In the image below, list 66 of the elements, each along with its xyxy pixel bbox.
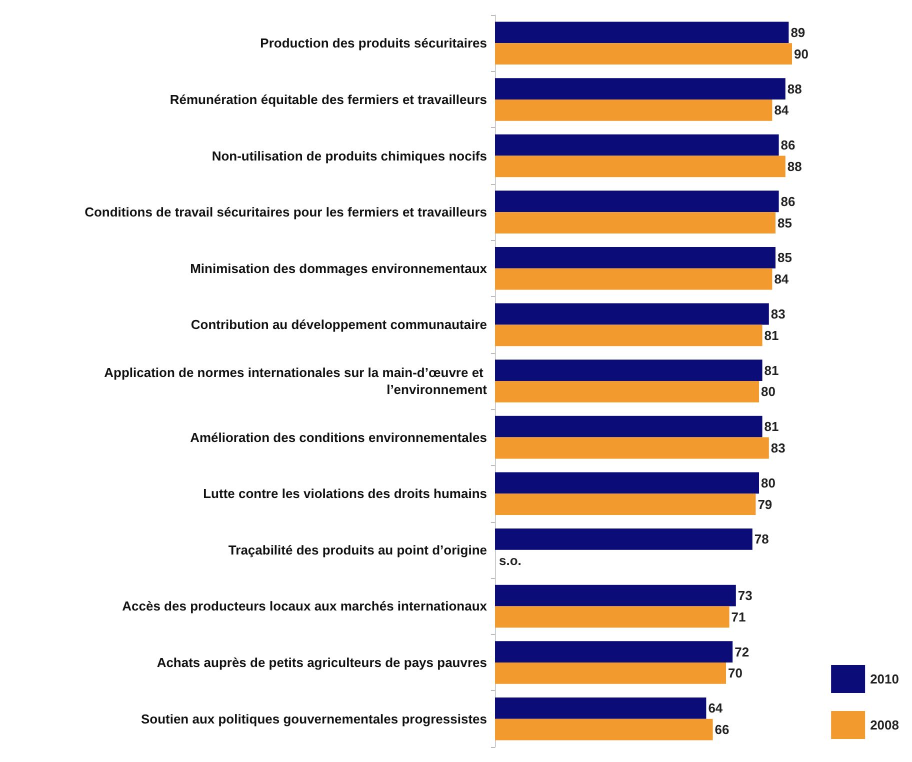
y-tick-label: Minimisation des dommages environnementaux (190, 260, 488, 276)
data-label: 81 (764, 362, 779, 378)
data-label: 90 (794, 46, 808, 62)
bar (495, 134, 779, 156)
bar (495, 303, 769, 325)
data-label: 84 (774, 272, 790, 287)
bar (495, 190, 779, 212)
data-label: 88 (787, 81, 802, 96)
bar (495, 416, 762, 438)
data-label: 78 (754, 532, 769, 547)
data-label: 80 (761, 384, 776, 400)
bar (495, 472, 759, 494)
y-tick-label: Conditions de travail sécuritaires pour les fermiers et travailleurs (84, 204, 487, 220)
data-label: 80 (761, 475, 776, 490)
data-label: 72 (734, 644, 750, 660)
data-label: 66 (714, 722, 730, 738)
y-tick-label: Accès des producteurs locaux aux marchés internationaux (122, 598, 488, 614)
bar (495, 360, 762, 381)
y-tick-label: Lutte contre les violations des droits humains (203, 486, 487, 502)
bar (495, 268, 772, 290)
data-label: 88 (787, 158, 802, 174)
legend-label: 2008 (870, 718, 899, 732)
data-label: 73 (738, 588, 752, 604)
data-label: 79 (758, 496, 772, 512)
data-label: 83 (770, 440, 786, 456)
bar (495, 606, 730, 628)
y-tick-label: Rémunération équitable des fermiers et travailleurs (170, 92, 487, 107)
y-tick-label: Production des produits sécuritaires (260, 36, 487, 51)
bar (495, 697, 706, 719)
bar (495, 584, 736, 606)
data-label: 70 (728, 666, 742, 681)
bar (495, 381, 759, 402)
data-label: 89 (790, 24, 806, 40)
bar (495, 324, 762, 346)
bar (495, 99, 772, 121)
bar (495, 22, 789, 44)
data-label: 81 (764, 419, 779, 434)
text: s.o. (499, 553, 522, 568)
data-label: 85 (778, 215, 792, 230)
bar (495, 156, 786, 178)
data-label: 64 (708, 700, 724, 716)
y-tick-label: Amélioration des conditions environnementales (190, 430, 487, 445)
bar (495, 437, 769, 459)
y-tick-label: Contribution au développement communautaire (190, 317, 487, 332)
legend-label: 2010 (870, 672, 899, 686)
bar (495, 528, 752, 550)
data-label: 81 (764, 328, 779, 343)
bar (495, 78, 786, 100)
data-label: 83 (770, 306, 786, 322)
bar (495, 212, 776, 234)
y-tick-label: Non-utilisation de produits chimiques nocifs (212, 148, 487, 164)
data-label: 86 (780, 138, 796, 153)
y-tick-label: Traçabilité des produits au point d’origine (228, 542, 487, 558)
bar (495, 494, 756, 516)
bar (495, 662, 726, 684)
bar (495, 246, 776, 268)
data-label: 86 (780, 194, 796, 209)
bar (495, 43, 792, 65)
bar (495, 641, 733, 663)
bar (495, 718, 713, 740)
y-tick-label: Soutien aux politiques gouvernementales progressistes (140, 711, 487, 726)
y-tick-label: Application de normes internationales sur la main-d’œuvre et l’environnement (104, 365, 488, 397)
y-tick-label: Achats auprès de petits agriculteurs de pays pauvres (156, 655, 487, 670)
data-label: 71 (731, 609, 746, 624)
data-label: 85 (778, 250, 792, 266)
data-label: 84 (774, 102, 790, 118)
